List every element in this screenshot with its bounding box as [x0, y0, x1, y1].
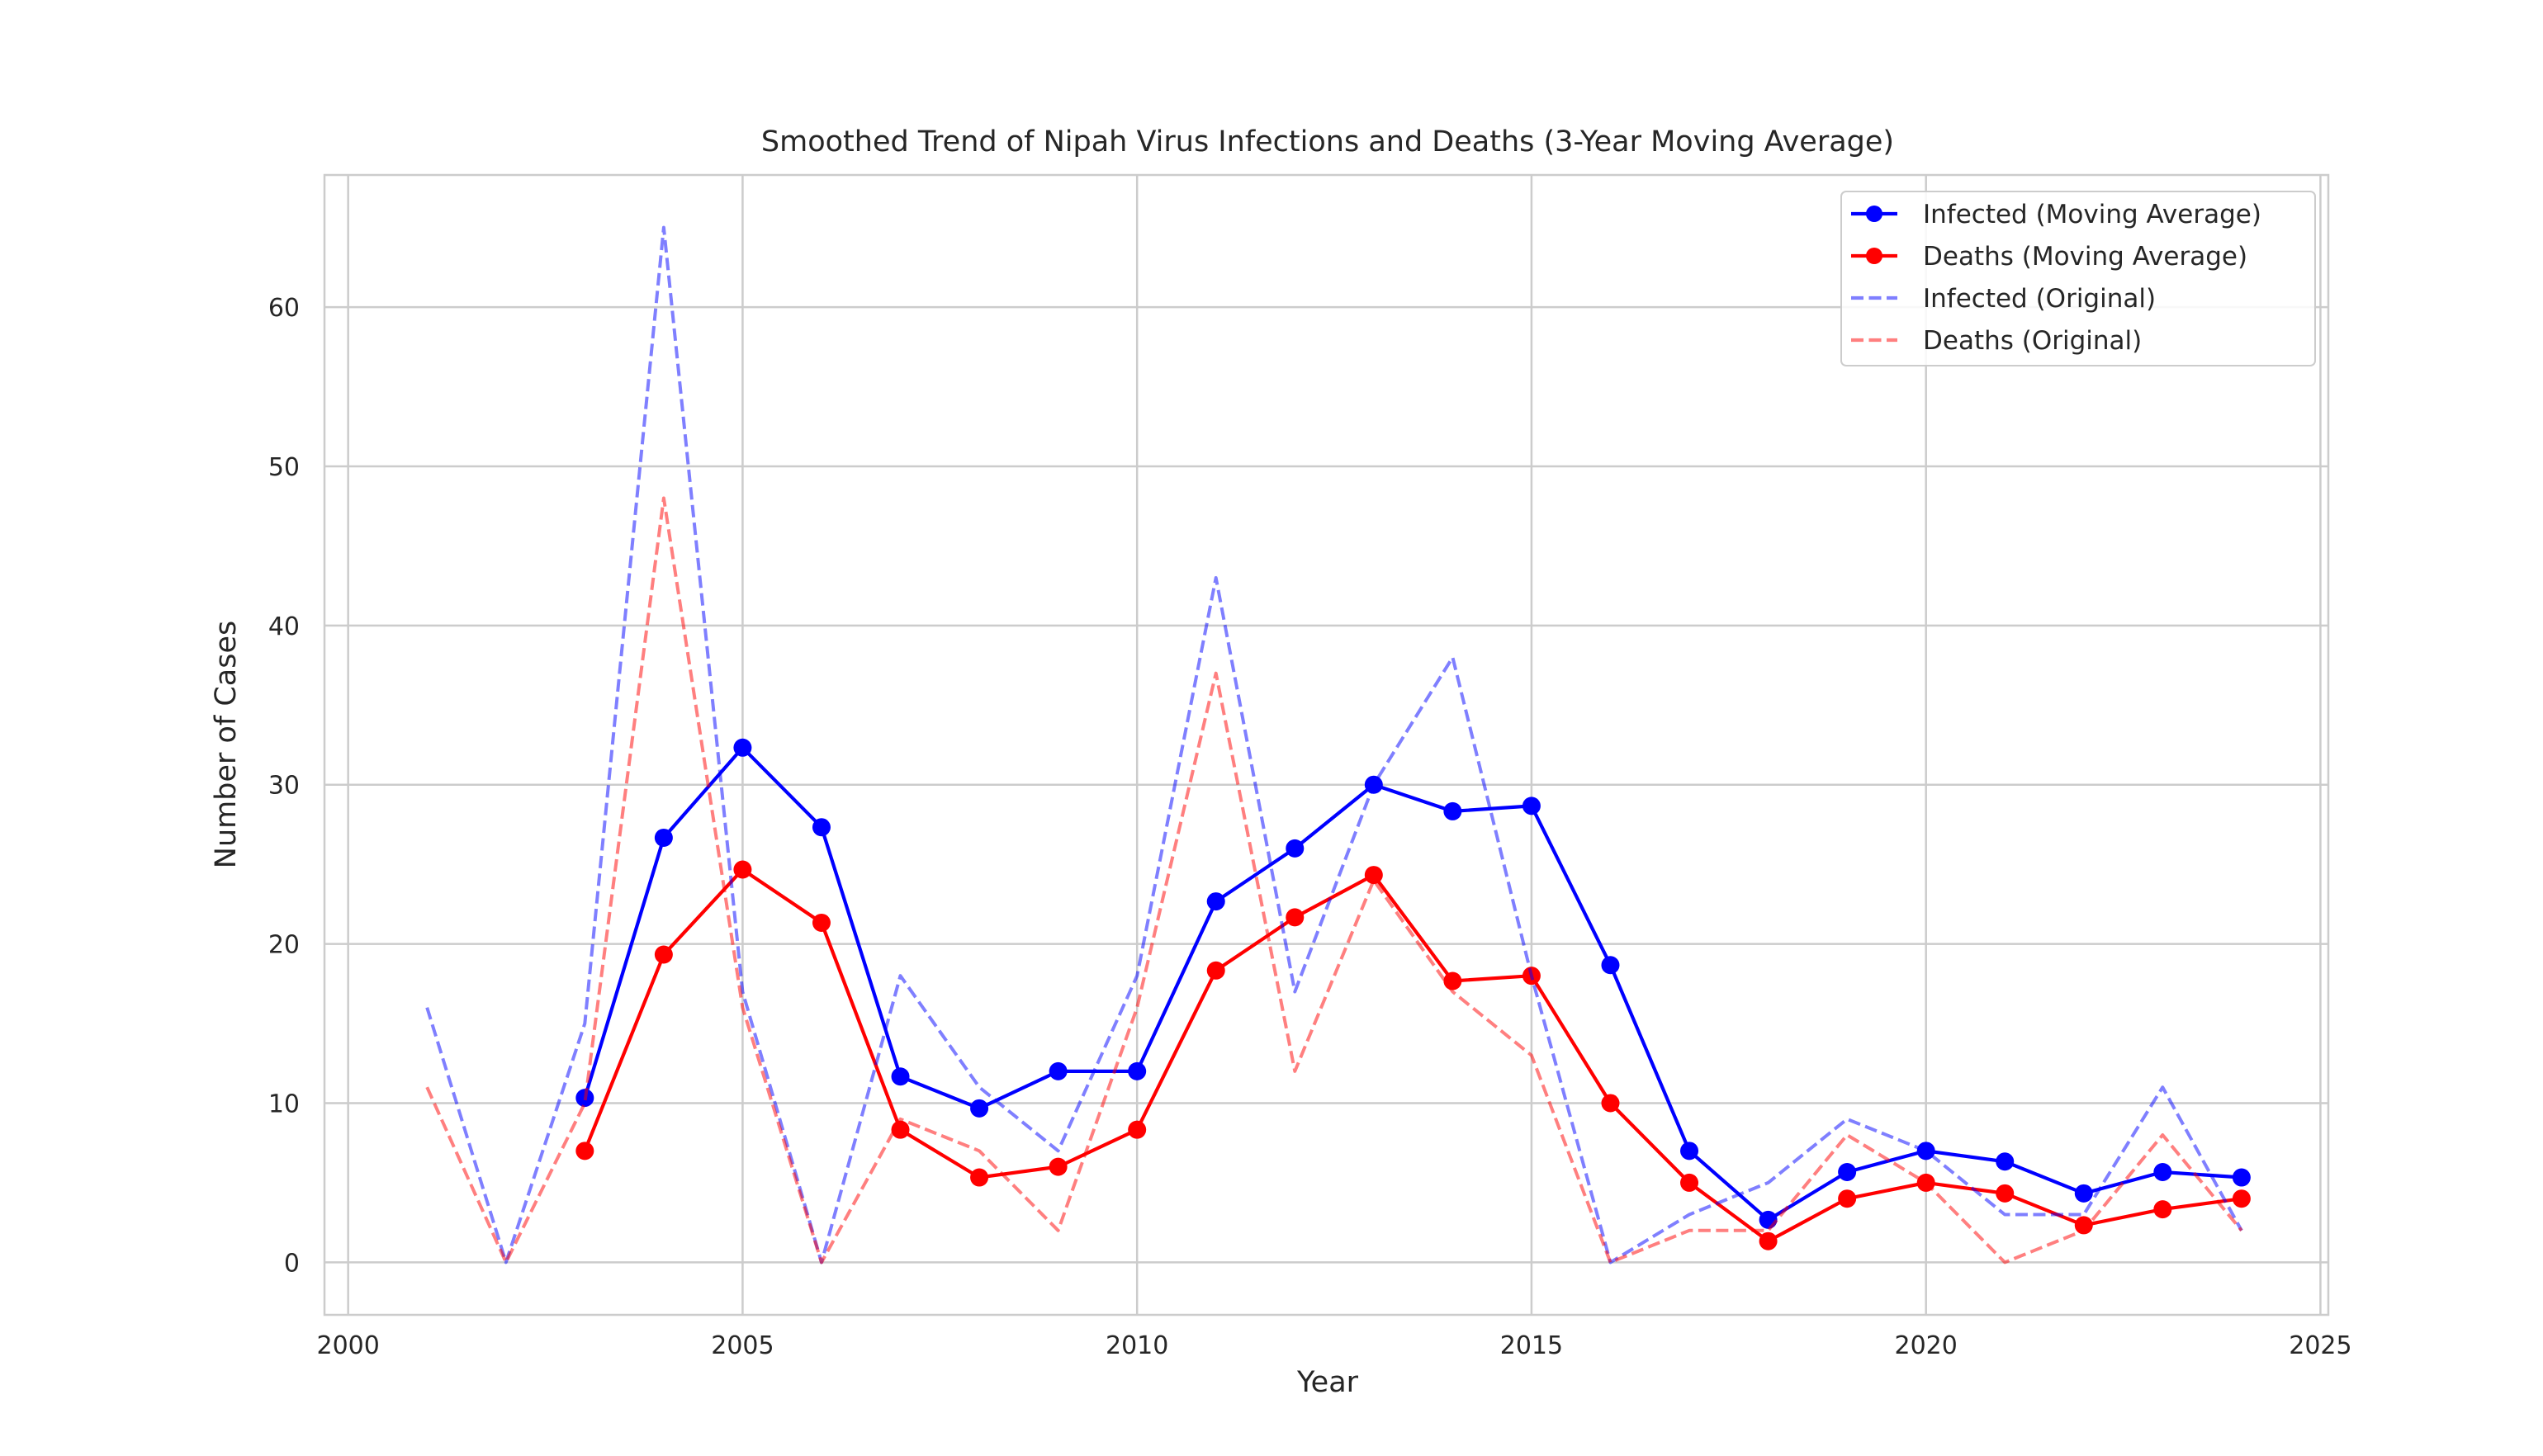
data-point-deaths-moving-average: [1206, 961, 1225, 980]
data-point-deaths-moving-average: [1286, 908, 1305, 927]
x-tick-label: 2015: [1500, 1331, 1563, 1360]
data-point-deaths-moving-average: [970, 1168, 989, 1187]
data-point-infected-moving-average: [1443, 801, 1462, 820]
series-line-infected-moving-average: [583, 745, 2242, 1222]
legend-marker-deaths-moving-average: [1866, 248, 1882, 264]
data-point-deaths-moving-average: [1996, 1184, 2015, 1203]
data-point-deaths-moving-average: [575, 1142, 594, 1161]
data-point-deaths-moving-average: [1364, 866, 1383, 885]
data-point-infected-moving-average: [1996, 1152, 2015, 1171]
x-axis-label: Year: [1296, 1366, 1359, 1399]
data-point-deaths-moving-average: [1759, 1231, 1778, 1250]
legend-label-infected-moving-average: Infected (Moving Average): [1923, 200, 2261, 229]
legend-label-infected-original: Infected (Original): [1923, 284, 2156, 314]
data-point-deaths-moving-average: [891, 1120, 910, 1139]
data-point-deaths-moving-average: [2074, 1216, 2093, 1235]
series-line-infected-original: [425, 225, 2243, 1265]
data-point-infected-moving-average: [2232, 1168, 2251, 1187]
data-point-deaths-moving-average: [1443, 971, 1462, 990]
legend-marker-infected-moving-average: [1866, 206, 1882, 222]
data-point-infected-moving-average: [1601, 956, 1620, 975]
data-point-infected-moving-average: [1128, 1061, 1147, 1080]
data-point-deaths-moving-average: [812, 913, 831, 932]
data-point-deaths-moving-average: [1128, 1120, 1147, 1139]
grid: [324, 175, 2328, 1315]
x-tick-label: 2005: [711, 1331, 774, 1360]
x-tick-label: 2000: [316, 1331, 379, 1360]
data-point-infected-moving-average: [1206, 892, 1225, 911]
data-point-infected-moving-average: [1838, 1162, 1857, 1181]
data-point-infected-moving-average: [1759, 1210, 1778, 1229]
data-point-deaths-moving-average: [654, 945, 673, 964]
data-point-deaths-moving-average: [1601, 1094, 1620, 1113]
data-point-infected-moving-average: [733, 738, 752, 757]
data-point-infected-moving-average: [812, 818, 831, 837]
series-line-deaths-moving-average: [583, 867, 2242, 1243]
y-tick-label: 40: [268, 612, 300, 641]
data-point-deaths-moving-average: [733, 860, 752, 879]
series-layer: [425, 225, 2251, 1265]
data-point-infected-moving-average: [891, 1067, 910, 1086]
y-tick-label: 0: [284, 1249, 300, 1278]
x-tick-label: 2010: [1106, 1331, 1168, 1360]
data-point-infected-moving-average: [2153, 1162, 2172, 1181]
y-tick-label: 50: [268, 453, 300, 482]
data-point-deaths-moving-average: [2232, 1189, 2251, 1208]
data-point-infected-moving-average: [1680, 1142, 1699, 1161]
data-point-infected-moving-average: [654, 828, 673, 847]
data-point-infected-moving-average: [2074, 1184, 2093, 1203]
y-tick-label: 30: [268, 772, 300, 801]
plot-area-frame: [323, 173, 2330, 1317]
series-line-deaths-original: [425, 496, 2243, 1265]
axis-ticks: 2000 2005 2010 2015 2020 2025 0 10 20 30 40 50 60: [268, 294, 2352, 1360]
data-point-infected-moving-average: [1522, 797, 1541, 815]
legend-box: [1840, 191, 2316, 366]
data-point-deaths-moving-average: [1680, 1173, 1699, 1192]
data-point-infected-moving-average: [970, 1099, 989, 1118]
data-point-deaths-moving-average: [2153, 1200, 2172, 1219]
data-point-deaths-moving-average: [1049, 1157, 1068, 1176]
legend: Infected (Moving Average) Deaths (Moving …: [1840, 191, 2316, 366]
y-axis-label: Number of Cases: [210, 621, 243, 868]
legend-label-deaths-moving-average: Deaths (Moving Average): [1923, 242, 2247, 272]
chart-title: Smoothed Trend of Nipah Virus Infections…: [761, 125, 1894, 158]
y-tick-label: 60: [268, 294, 300, 323]
legend-label-deaths-original: Deaths (Original): [1923, 326, 2142, 356]
x-tick-label: 2025: [2289, 1331, 2351, 1360]
x-tick-label: 2020: [1895, 1331, 1958, 1360]
data-point-infected-moving-average: [1049, 1061, 1068, 1080]
y-tick-label: 20: [268, 931, 300, 960]
data-point-deaths-moving-average: [1838, 1189, 1857, 1208]
data-point-infected-moving-average: [1286, 839, 1305, 858]
y-tick-label: 10: [268, 1090, 300, 1118]
